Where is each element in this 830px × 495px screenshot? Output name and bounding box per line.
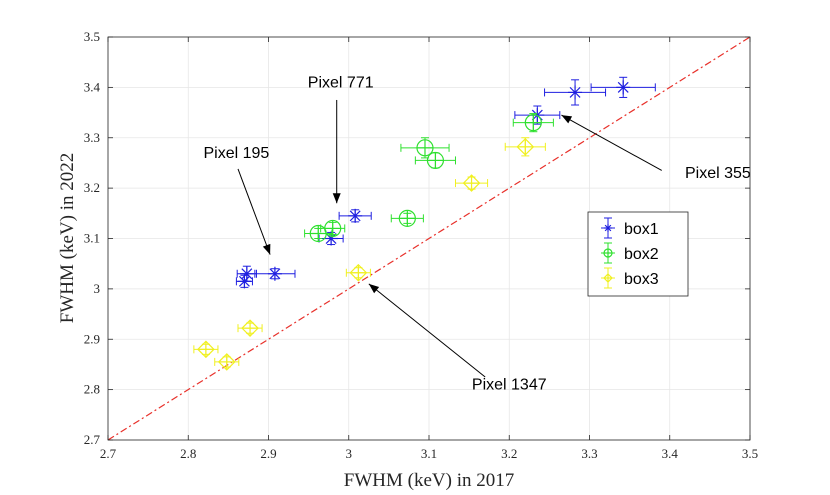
x-tick-label: 3.4 (662, 446, 679, 461)
annotation-label: Pixel 355 (685, 165, 751, 182)
arrow-shaft (237, 168, 271, 255)
data-point-box1 (254, 266, 296, 281)
reference-line (107, 36, 751, 441)
y-tick-label: 3.2 (84, 180, 100, 195)
annotation-label: Pixel 1347 (472, 377, 547, 394)
ticks: 2.7 2.8 2.9 3 3.1 3.2 3.3 3.4 3.5 2.7 2.8 2.9 3 3.1 3.… (84, 29, 758, 461)
y-tick-label: 3.3 (84, 130, 100, 145)
legend: box1 box2 box3 (587, 211, 689, 297)
legend-entry-box1: box1 (601, 217, 659, 239)
legend-label: box3 (624, 271, 659, 288)
x-tick-label: 2.8 (180, 446, 196, 461)
y-tick-label: 2.8 (84, 382, 100, 397)
arrow-head (561, 115, 573, 124)
annotation-arrow (332, 99, 341, 204)
x-tick-label: 2.9 (260, 446, 276, 461)
x-tick-label: 2.7 (100, 446, 117, 461)
annotation-arrow (237, 168, 271, 255)
arrow-head (262, 243, 271, 255)
y-tick-label: 3.1 (84, 231, 100, 246)
arrow-head (332, 193, 341, 204)
arrow-shaft (368, 283, 486, 378)
arrow-shaft (561, 114, 662, 171)
annotation-label: Pixel 195 (203, 145, 269, 162)
y-tick-label: 3.4 (84, 79, 101, 94)
legend-label: box1 (624, 221, 659, 238)
x-tick-label: 3.5 (742, 446, 758, 461)
y-tick-label: 3.5 (84, 29, 100, 44)
data-points (193, 76, 656, 371)
annotation-arrow (368, 283, 486, 378)
x-tick-label: 3.2 (501, 446, 517, 461)
y-tick-label: 2.7 (84, 432, 101, 447)
data-point-box3 (345, 263, 371, 282)
data-point-box1 (544, 79, 607, 106)
annotations: Pixel 195 Pixel 771 Pixel 355 Pixel 1347 (203, 74, 750, 393)
y-tick-label: 2.9 (84, 331, 100, 346)
arrow-head (368, 283, 380, 294)
data-point-box3 (193, 340, 219, 359)
annotation-arrow (561, 114, 662, 171)
legend-entry-box2: box2 (601, 242, 659, 264)
data-point-box3 (214, 353, 240, 371)
data-point-box2 (390, 209, 424, 227)
annotation-label: Pixel 771 (308, 74, 374, 91)
legend-entry-box3: box3 (601, 267, 659, 289)
x-tick-label: 3.1 (421, 446, 437, 461)
data-point-box2 (414, 151, 456, 170)
data-point-box2 (400, 137, 450, 159)
data-point-box1 (235, 274, 253, 289)
y-axis-title: FWHM (keV) in 2022 (57, 153, 78, 323)
x-tick-label: 3 (346, 446, 353, 461)
data-point-box1 (590, 76, 656, 98)
data-point-box1 (338, 208, 372, 223)
legend-label: box2 (624, 246, 659, 263)
data-point-box2 (512, 113, 554, 133)
data-point-box3 (454, 174, 489, 192)
data-point-box2 (320, 219, 346, 238)
data-point-box3 (237, 319, 263, 338)
y-tick-label: 3 (94, 281, 101, 296)
x-axis-title: FWHM (keV) in 2017 (344, 470, 514, 491)
x-tick-label: 3.3 (581, 446, 597, 461)
data-point-box3 (504, 137, 546, 157)
